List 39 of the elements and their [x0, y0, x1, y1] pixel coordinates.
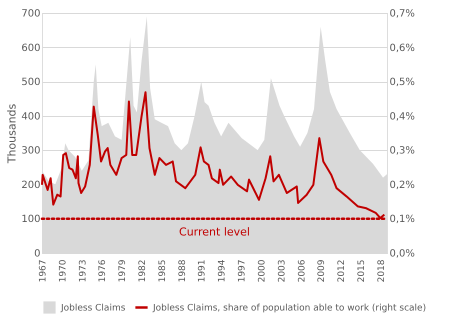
y-axis-title: Thousands — [5, 103, 18, 164]
y2-tick-label: 0,3% — [390, 146, 415, 157]
x-tick-label: 1979 — [118, 259, 128, 282]
x-tick-label: 1982 — [138, 260, 148, 282]
x-tick-label: 1985 — [158, 260, 168, 282]
x-tick-label: 1994 — [218, 259, 228, 282]
y-tick-label: 0 — [34, 248, 40, 260]
x-tick-label: 1973 — [78, 260, 88, 282]
y2-tick-label: 0,6% — [390, 42, 415, 54]
y-tick-label: 200 — [21, 180, 40, 191]
x-tick-label: 2018 — [376, 259, 387, 282]
x-tick-label: 1991 — [198, 260, 208, 282]
y2-tick-label: 0,5% — [390, 77, 415, 88]
legend-label: Jobless Claims, share of population able to work (right scale) — [152, 304, 426, 314]
ref-line-label: Current level — [179, 226, 250, 239]
y2-tick-label: 0,0% — [390, 248, 415, 260]
x-tick-label: 1997 — [238, 260, 248, 282]
legend-label: Jobless Claims — [60, 304, 126, 314]
y2-tick-label: 0,4% — [390, 111, 415, 122]
x-tick-label: 2015 — [356, 260, 367, 282]
x-tick-label: 2006 — [297, 259, 308, 282]
y-tick-label: 500 — [21, 77, 40, 88]
x-tick-label: 1967 — [38, 260, 48, 282]
y2-tick-label: 0,7% — [390, 8, 415, 20]
y-tick-label: 600 — [21, 42, 40, 54]
y2-tick-label: 0,1% — [390, 214, 415, 226]
y-tick-label: 400 — [21, 111, 40, 122]
x-tick-label: 1970 — [58, 259, 68, 282]
y-tick-label: 700 — [21, 8, 40, 20]
y2-tick-label: 0,2% — [390, 180, 415, 191]
x-tick-label: 1988 — [178, 259, 188, 282]
y-tick-label: 300 — [21, 146, 40, 157]
x-tick-label: 2009 — [317, 259, 328, 282]
x-tick-label: 2000 — [257, 259, 268, 282]
x-tick-label: 2003 — [277, 260, 288, 282]
line-series — [41, 91, 386, 220]
x-tick-label: 1976 — [98, 259, 108, 282]
y-tick-label: 100 — [21, 214, 40, 226]
x-tick-label: 2012 — [337, 260, 348, 282]
